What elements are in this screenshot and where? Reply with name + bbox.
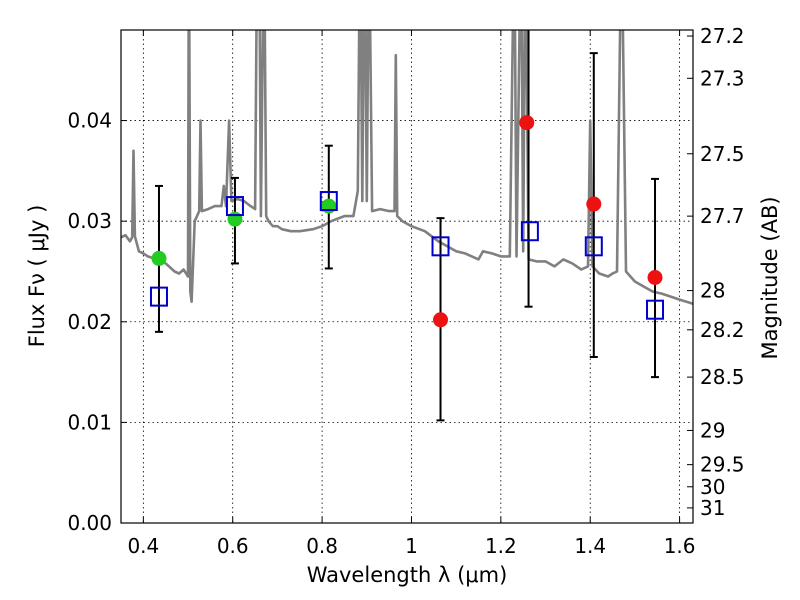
- grid-lines: [121, 30, 693, 524]
- model-spectrum: [121, 30, 693, 305]
- y2-tick-label: 29.5: [700, 453, 745, 477]
- y2-tick-label: 28: [700, 279, 725, 303]
- data-point-square: [149, 286, 168, 307]
- y2-tick-label: 29: [700, 418, 725, 442]
- y2-tick-label: 31: [700, 496, 725, 520]
- x-tick-label: 1.4: [574, 534, 606, 558]
- x-tick-label: 1.2: [485, 534, 517, 558]
- data-point-square: [520, 221, 539, 242]
- y2-tick-label: 27.5: [700, 142, 745, 166]
- data-point-circle: [227, 211, 243, 227]
- data-point-square: [431, 236, 450, 257]
- x-tick-label: 1: [405, 534, 418, 558]
- x-tick-label: 0.6: [217, 534, 249, 558]
- axis-ticks: [121, 30, 693, 524]
- data-point-circle: [433, 312, 449, 328]
- y2-tick-label: 27.3: [700, 66, 745, 90]
- y2-tick-label: 30: [700, 475, 725, 499]
- y-axis-label: Flux Fν ( μJy ): [25, 205, 49, 348]
- data-point-square: [646, 299, 665, 320]
- data-point-square: [584, 236, 603, 257]
- y-tick-label: 0.02: [67, 310, 112, 334]
- y-tick-labels: 0.00 0.01 0.02 0.03 0.04: [67, 109, 112, 535]
- data-point-square: [319, 191, 338, 212]
- y2-tick-label: 28.5: [700, 365, 745, 389]
- spectrum-line: [121, 30, 693, 305]
- y-tick-label: 0.01: [67, 410, 112, 434]
- data-point-circle: [519, 115, 535, 131]
- data-point-circle: [151, 250, 167, 266]
- y-tick-label: 0.04: [67, 109, 112, 133]
- x-tick-label: 0.4: [127, 534, 159, 558]
- y2-axis-label: Magnitude (AB): [758, 196, 782, 359]
- data-point-circle: [321, 198, 337, 214]
- y2-tick-label: 28.2: [700, 318, 745, 342]
- data-point-circle: [647, 270, 663, 286]
- x-axis-label: Wavelength λ (μm): [307, 563, 508, 587]
- y2-tick-label: 27.7: [700, 204, 745, 228]
- data-markers: [149, 115, 665, 328]
- x-tick-label: 0.8: [306, 534, 338, 558]
- data-point-circle: [586, 196, 602, 212]
- y2-tick-label: 27.2: [700, 24, 745, 48]
- y-tick-label: 0.03: [67, 209, 112, 233]
- x-tick-label: 1.6: [664, 534, 696, 558]
- data-point-square: [225, 196, 244, 217]
- plot-frame: [120, 29, 694, 524]
- x-tick-labels: 0.4 0.6 0.8 1 1.2 1.4 1.6: [127, 534, 695, 558]
- y-tick-label: 0.00: [67, 511, 112, 535]
